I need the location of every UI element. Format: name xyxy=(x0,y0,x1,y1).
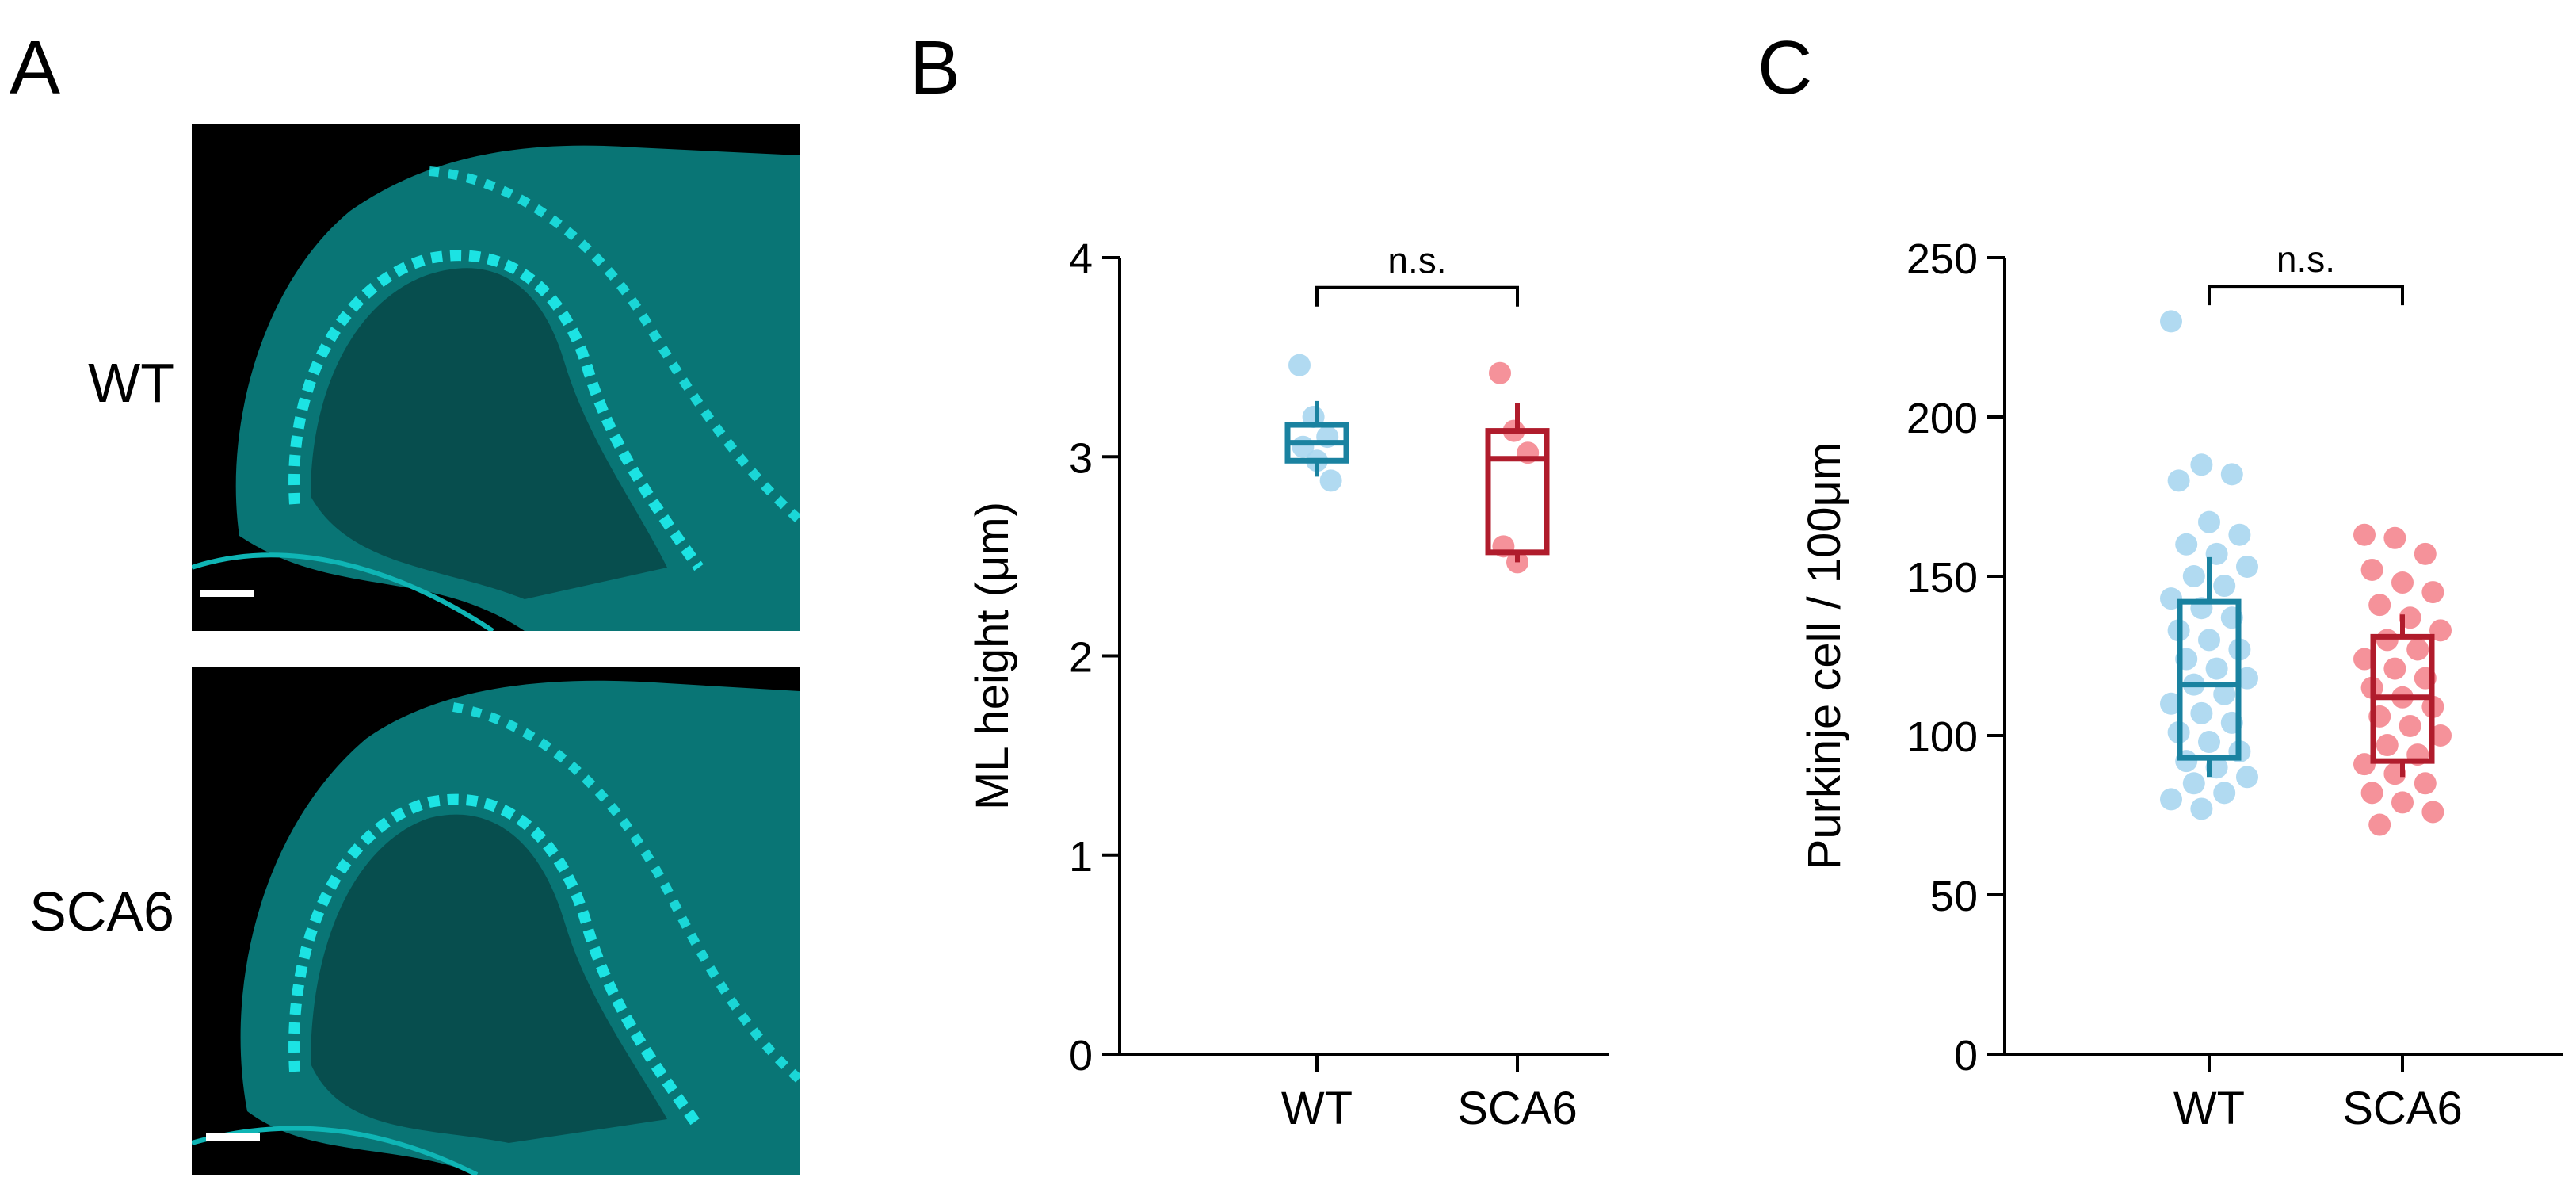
data-point xyxy=(2399,714,2421,737)
data-point xyxy=(2228,523,2251,546)
y-tick-label: 1 xyxy=(1069,833,1093,881)
scale-bar xyxy=(206,1133,260,1141)
data-point xyxy=(2391,791,2414,814)
y-tick-label: 200 xyxy=(1906,395,1978,442)
data-point xyxy=(2213,682,2236,705)
micrograph-sca6-image xyxy=(192,680,800,1175)
y-axis-label: Purkinje cell / 100μm xyxy=(1799,442,1850,870)
data-point xyxy=(2160,692,2182,715)
data-point xyxy=(2182,772,2205,795)
significance-label: n.s. xyxy=(2276,239,2335,280)
data-point xyxy=(2198,731,2220,754)
data-point xyxy=(2368,813,2391,836)
data-point xyxy=(2160,587,2182,610)
data-point xyxy=(2360,558,2383,581)
data-point xyxy=(2376,629,2399,652)
data-point xyxy=(2198,510,2220,533)
data-point xyxy=(2429,724,2452,747)
data-point xyxy=(2353,648,2376,671)
micrograph-wt xyxy=(192,124,800,631)
x-tick-label: SCA6 xyxy=(2342,1083,2463,1134)
data-point xyxy=(2198,629,2220,652)
data-point xyxy=(2160,310,2182,333)
data-point xyxy=(2429,619,2452,642)
data-point xyxy=(2213,575,2236,598)
row-label-wt: WT xyxy=(88,352,174,414)
data-point xyxy=(1489,361,1511,384)
data-point xyxy=(2236,766,2258,789)
data-point xyxy=(1319,469,1342,492)
micrograph-sca6 xyxy=(192,667,800,1175)
panel-a-letter: A xyxy=(10,25,61,110)
box xyxy=(2177,598,2242,761)
box xyxy=(1485,428,1550,556)
data-point xyxy=(2376,734,2399,757)
data-point xyxy=(2421,801,2444,824)
data-point xyxy=(2353,753,2376,776)
significance-bracket xyxy=(1315,285,1519,307)
data-point xyxy=(2414,772,2437,795)
data-point xyxy=(2353,523,2376,546)
data-point xyxy=(2236,667,2258,690)
data-point xyxy=(2414,542,2437,565)
y-tick-label: 2 xyxy=(1069,634,1093,682)
data-point xyxy=(2167,469,2190,492)
data-point xyxy=(2391,571,2414,594)
data-point xyxy=(2190,701,2213,724)
data-point xyxy=(2190,797,2213,820)
panel-b-letter: B xyxy=(910,25,961,110)
y-tick-label: 50 xyxy=(1930,873,1978,920)
significance-bracket xyxy=(2208,285,2404,306)
y-tick-label: 0 xyxy=(1954,1032,1978,1080)
y-tick-label: 0 xyxy=(1069,1032,1093,1080)
x-tick-label: WT xyxy=(1281,1083,1353,1134)
data-point xyxy=(2160,788,2182,811)
data-point xyxy=(2190,453,2213,476)
row-label-sca6: SCA6 xyxy=(29,881,174,942)
y-axis-label: ML height (μm) xyxy=(967,502,1018,810)
y-tick-label: 100 xyxy=(1906,713,1978,761)
data-point xyxy=(2368,594,2391,617)
data-point xyxy=(2383,657,2406,680)
significance-label: n.s. xyxy=(1387,240,1446,281)
y-tick-label: 250 xyxy=(1906,235,1978,283)
data-point xyxy=(2220,463,2243,486)
y-tick-label: 4 xyxy=(1069,235,1093,283)
y-tick-label: 150 xyxy=(1906,554,1978,602)
y-tick-label: 3 xyxy=(1069,434,1093,482)
micrograph-wt-image xyxy=(192,145,800,631)
data-point xyxy=(1288,354,1311,376)
data-point xyxy=(2421,581,2444,604)
x-tick-label: WT xyxy=(2173,1083,2245,1134)
data-point xyxy=(2383,526,2406,549)
data-point xyxy=(2175,533,2198,556)
scale-bar xyxy=(200,590,254,597)
data-point xyxy=(2205,657,2228,680)
data-point xyxy=(2406,638,2429,661)
x-tick-label: SCA6 xyxy=(1457,1083,1578,1134)
data-point xyxy=(2182,565,2205,587)
data-point xyxy=(2360,782,2383,805)
data-point xyxy=(2236,555,2258,578)
panel-c-letter: C xyxy=(1757,25,1813,110)
data-point xyxy=(2213,782,2236,805)
